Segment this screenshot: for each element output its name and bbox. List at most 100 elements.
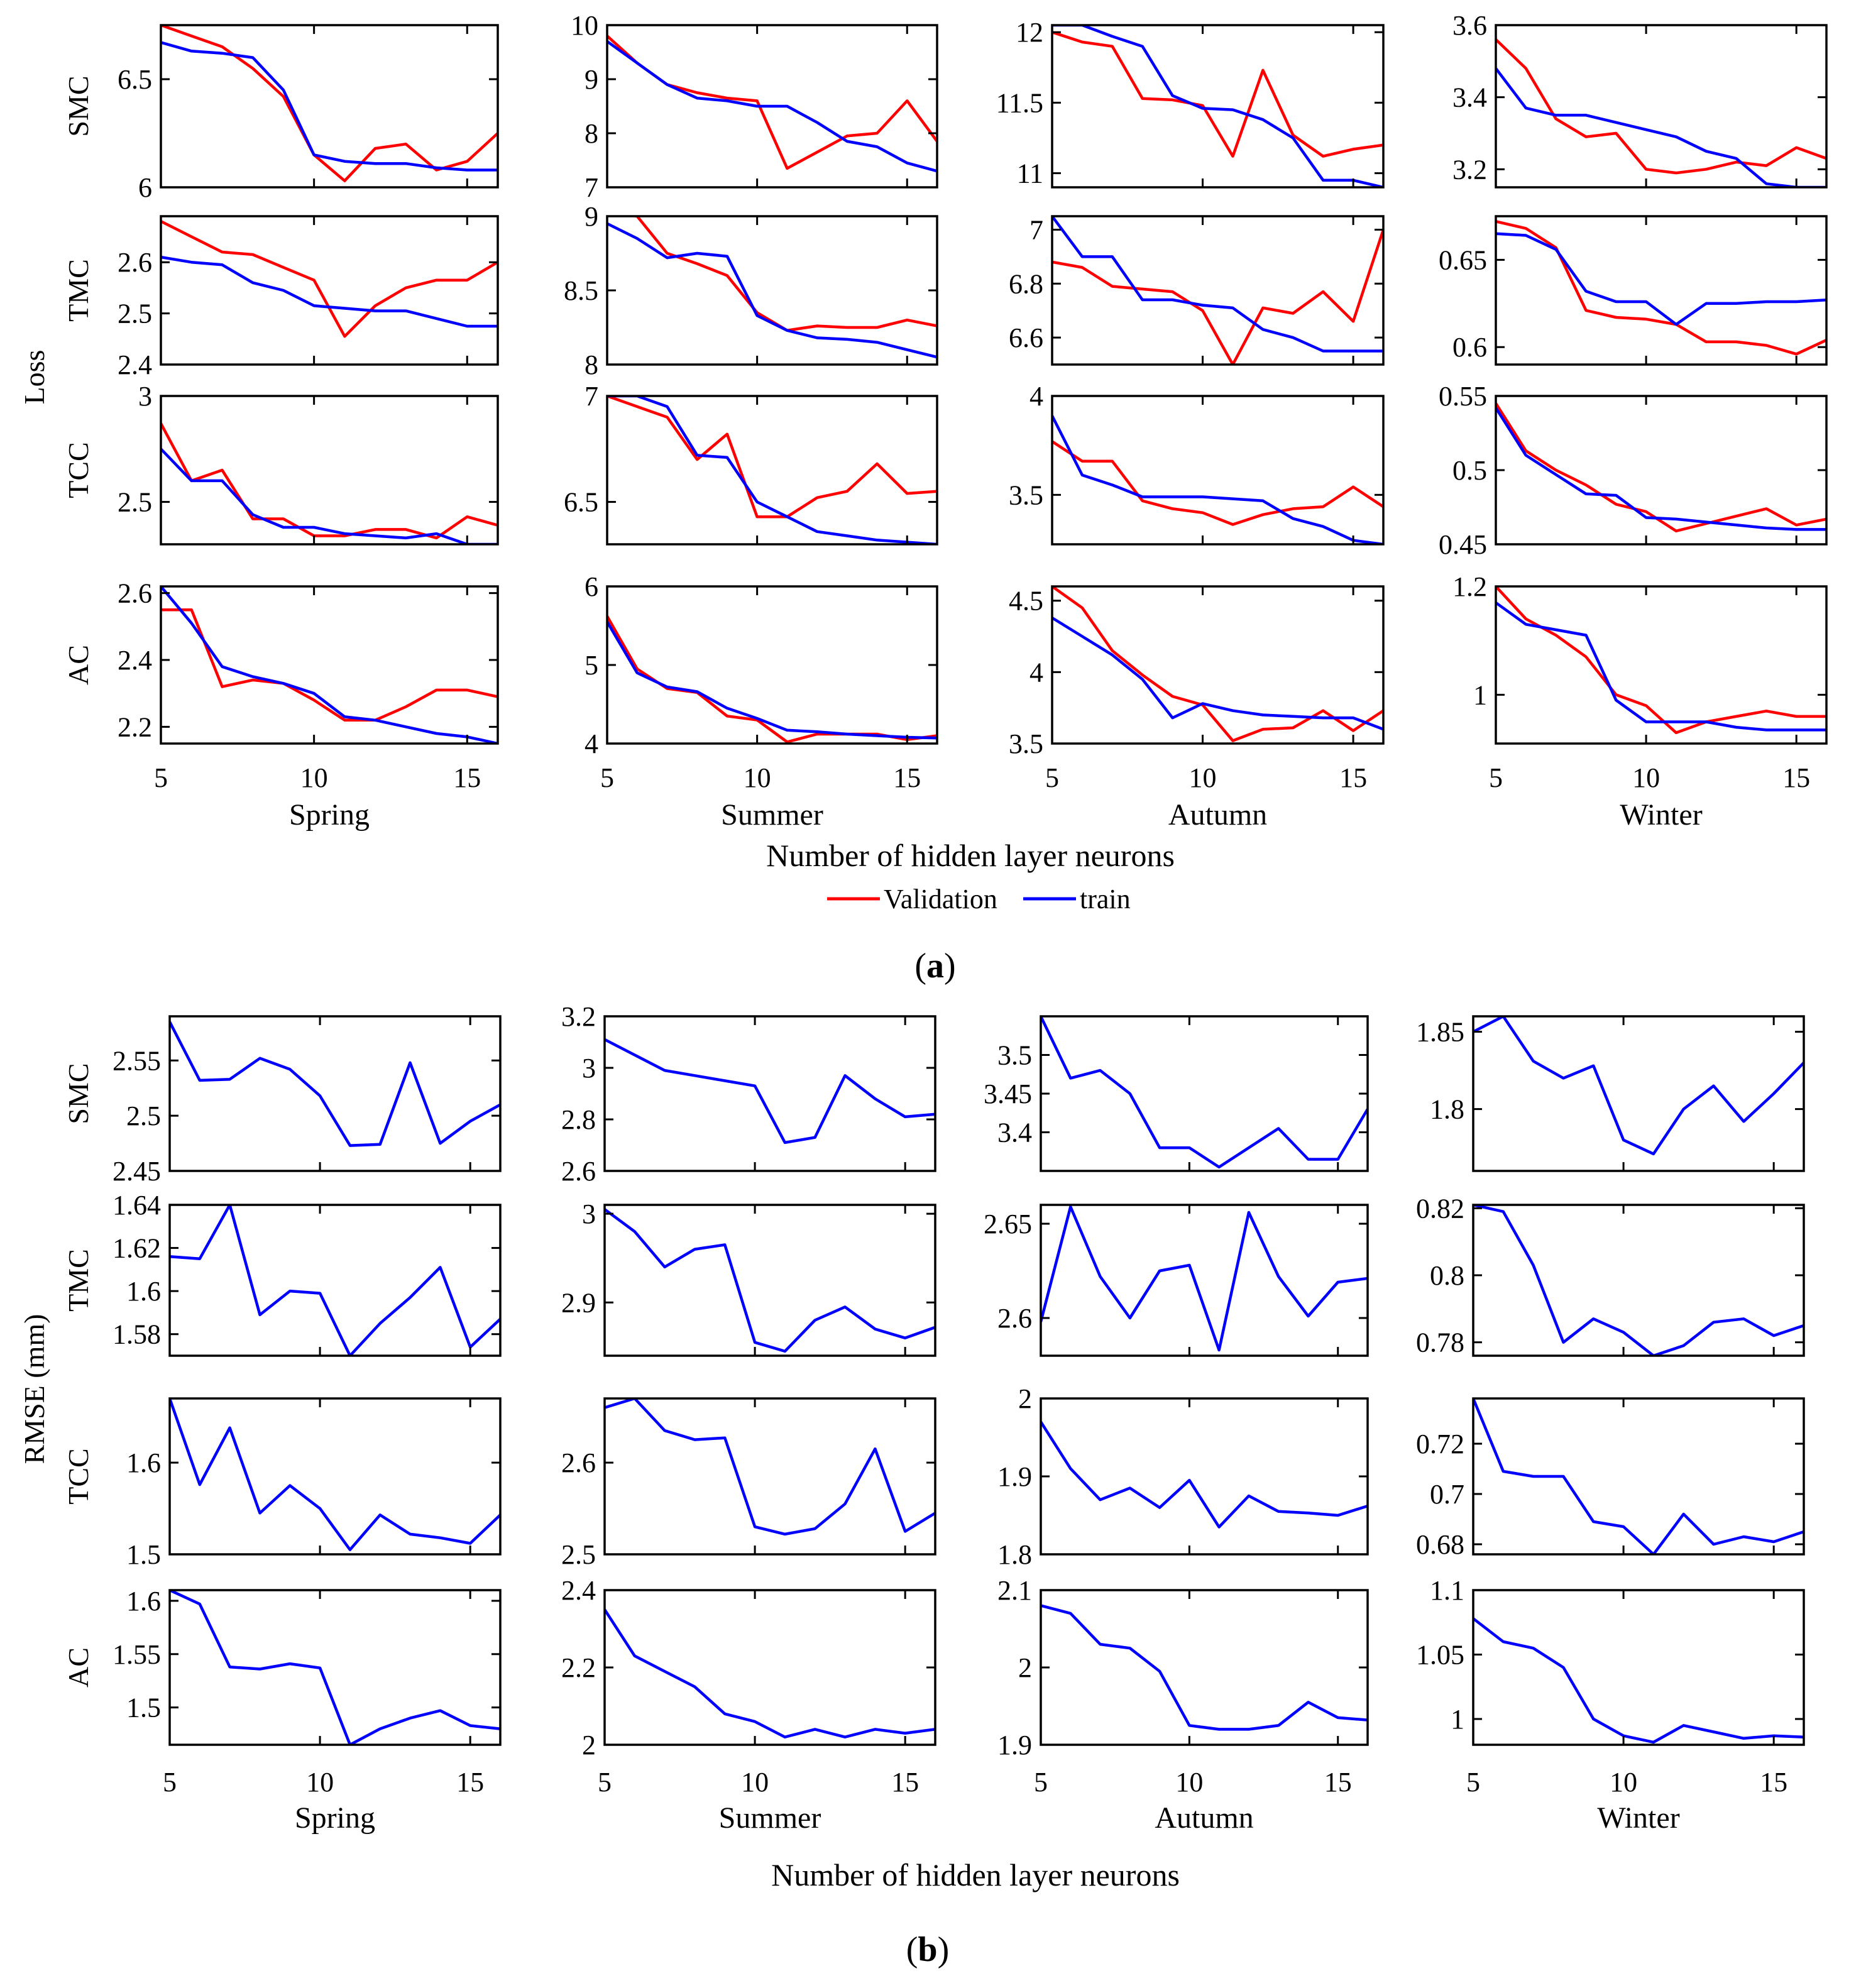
panel-b-tcc-summer-ytick-label: 2.6	[561, 1447, 596, 1478]
panel-b-tmc-winter-ytick-label: 0.8	[1430, 1260, 1464, 1291]
panel-b-smc-spring-rmse-line	[170, 1021, 500, 1147]
panel-b-tmc-spring-rmse-line	[170, 1205, 500, 1356]
panel-a-ac-autumn-ytick-label: 3.5	[1009, 728, 1043, 759]
panel-a-tcc-winter-validation-line	[1496, 402, 1826, 533]
panel-b-smc-summer-ytick-label: 3	[582, 1053, 596, 1084]
panel-b-tcc-autumn-ytick-label: 1.8	[997, 1539, 1032, 1570]
panel-b-label: (b)	[906, 1930, 949, 1969]
panel-b-ac-summer-subplot: 2.4 2.2 25 10 15 Summer	[561, 1575, 936, 1835]
panel-b-ac-summer-rmse-line	[605, 1608, 935, 1738]
panel-a-smc-autumn-validation-line	[1052, 31, 1383, 158]
panel-a-ac-autumn-axes-frame	[1051, 585, 1385, 745]
panel-a-tmc-winter-ytick-label: 0.6	[1452, 332, 1487, 363]
panel-b-tcc-winter-ytick-label: 0.68	[1416, 1529, 1464, 1560]
panel-a-smc-autumn-subplot: 12 11.5 11	[996, 17, 1385, 189]
panel-a-tmc-autumn-subplot: 7 6.8 6.6	[1009, 214, 1385, 366]
panel-a-tcc-winter-subplot: 0.55 0.5 0.45	[1439, 381, 1828, 560]
panel-b-smc-autumn-ytick-label: 3.5	[997, 1040, 1032, 1071]
panel-a-tmc-spring-train-line	[161, 255, 498, 328]
panel-a-tcc-winter-ytick-label: 0.55	[1439, 381, 1487, 412]
panel-a-tmc-autumn-axes-frame	[1051, 215, 1385, 366]
panel-b-tmc-summer-ytick-label: 2.9	[561, 1287, 596, 1318]
panel-b-tcc-autumn-rmse-line	[1041, 1420, 1368, 1529]
panel-a-y-title: Loss	[18, 350, 50, 405]
panel-a-tcc-autumn-ytick-label: 3.5	[1009, 480, 1043, 510]
panel-b-smc-autumn-ytick-label: 3.4	[997, 1118, 1032, 1148]
panel-b-ac-summer-xtick-label: 10	[741, 1767, 769, 1798]
panel-a-smc-winter-train-line	[1496, 67, 1826, 187]
panel-a-ac-summer-ytick-label: 6	[585, 571, 598, 602]
panel-a-tcc-spring-axes-frame	[160, 395, 499, 546]
panel-b-ac-spring-rmse-line	[170, 1590, 500, 1745]
panel-b-row-label-tcc: TCC	[62, 1448, 94, 1504]
panel-a-smc-summer-ytick-label: 10	[571, 10, 598, 41]
panel-b-tmc-summer-ytick-label: 3	[582, 1199, 596, 1229]
panel-a-legend: Validation train	[827, 884, 1131, 914]
panel-a-ac-winter-xtick-label: 15	[1782, 762, 1810, 793]
panel-b-tcc-spring-rmse-line	[170, 1398, 500, 1551]
panel-a-tmc-winter-axes-frame	[1495, 215, 1828, 366]
legend-validation-label: Validation	[884, 884, 997, 914]
panel-a-ac-autumn-validation-line	[1052, 586, 1383, 742]
panel-b-ac-winter-ytick-label: 1.05	[1416, 1640, 1464, 1671]
panel-b-ac-winter-xtick-label: 5	[1466, 1767, 1480, 1798]
panel-a-row-label-tmc: TMC	[62, 259, 94, 322]
panel-a-row-label-tcc: TCC	[62, 442, 94, 498]
panel-a-smc-winter-subplot: 3.6 3.4 3.2	[1452, 10, 1828, 189]
panel-b-tcc-autumn-ytick-label: 1.9	[997, 1461, 1032, 1492]
panel-b-row-label-tmc: TMC	[62, 1249, 94, 1312]
panel-a-tmc-winter-subplot: 0.65 0.6	[1439, 215, 1828, 366]
panel-a-tcc-summer-validation-line	[607, 396, 937, 519]
panel-a-tmc-autumn-ytick-label: 6.6	[1009, 322, 1043, 353]
panel-a-smc-winter-ytick-label: 3.6	[1452, 10, 1487, 41]
panel-a-ac-autumn-subplot: 4.5 4 3.55 10 15 Autumn	[1009, 585, 1385, 832]
panel-b-smc-summer-ytick-label: 2.8	[561, 1104, 596, 1135]
panel-a-ac-spring-subplot: 2.6 2.4 2.25 10 15 Spring AC	[62, 578, 499, 832]
panel-a-season-label-spring: Spring	[289, 798, 370, 832]
panel-a-ac-winter-xtick-label: 5	[1489, 762, 1503, 793]
panel-a-row-label-smc: SMC	[62, 75, 94, 136]
panel-a-ac-winter-train-line	[1496, 601, 1826, 732]
panel-a-smc-winter-validation-line	[1496, 38, 1826, 175]
panel-a-ac-autumn-train-line	[1052, 617, 1383, 731]
panel-b-tmc-autumn-subplot: 2.65 2.6	[984, 1204, 1369, 1357]
panel-b-row-label-ac: AC	[62, 1647, 94, 1688]
panel-b-ac-summer-ytick-label: 2	[582, 1730, 596, 1760]
panel-a-ac-winter-ytick-label: 1.2	[1452, 571, 1487, 602]
panel-b-tcc-winter-rmse-line	[1473, 1398, 1804, 1554]
panel-b-ac-autumn-ytick-label: 2.1	[997, 1575, 1032, 1606]
panel-a-tmc-spring-subplot: 2.6 2.5 2.4 TMC	[62, 215, 499, 380]
panel-b-ac-winter-axes-frame	[1472, 1589, 1805, 1746]
panel-a-tmc-summer-ytick-label: 8.5	[564, 275, 598, 306]
panel-b-tmc-spring-ytick-label: 1.62	[113, 1233, 161, 1264]
panel-b-tmc-winter-axes-frame	[1472, 1204, 1805, 1357]
panel-a-tcc-spring-ytick-label: 3	[138, 381, 152, 412]
panel-b-season-label-summer: Summer	[719, 1801, 821, 1835]
panel-b-ac-spring-ytick-label: 1.55	[113, 1639, 161, 1670]
panel-a-ac-autumn-ytick-label: 4	[1029, 657, 1043, 688]
panel-a-ac-winter-ytick-label: 1	[1473, 679, 1487, 710]
panel-a-tcc-summer-axes-frame	[606, 395, 938, 546]
panel-a-tmc-spring-ytick-label: 2.6	[118, 247, 152, 278]
panel-b-tcc-spring-subplot: 1.6 1.5 TCC	[62, 1397, 502, 1570]
panel-a-ac-autumn-ytick-label: 4.5	[1009, 586, 1043, 617]
panel-b-smc-spring-ytick-label: 2.45	[113, 1156, 161, 1187]
panel-a-label: (a)	[914, 947, 955, 986]
panel-b-tmc-autumn-ytick-label: 2.65	[984, 1209, 1032, 1239]
panel-b-tmc-autumn-axes-frame	[1040, 1204, 1369, 1357]
panel-b-smc-summer-rmse-line	[605, 1038, 935, 1145]
panel-a-smc-winter-axes-frame	[1495, 24, 1828, 189]
panel-a-tmc-spring-axes-frame	[160, 215, 499, 366]
panel-b-ac-autumn-xtick-label: 5	[1034, 1767, 1048, 1798]
panel-a-x-title: Number of hidden layer neurons	[766, 838, 1175, 873]
subplot-grid: 6.56SMC109871211.5113.63.43.22.62.52.4TM…	[62, 10, 1828, 1835]
panel-a-tcc-autumn-ytick-label: 4	[1029, 381, 1043, 412]
panel-b-tmc-autumn-ytick-label: 2.6	[997, 1303, 1032, 1334]
panel-b-smc-summer-subplot: 3.2 3 2.8 2.6	[561, 1001, 936, 1187]
panel-b-smc-autumn-rmse-line	[1041, 1016, 1368, 1169]
panel-a-smc-autumn-train-line	[1052, 25, 1383, 187]
panel-a-tmc-autumn-ytick-label: 7	[1029, 214, 1043, 245]
